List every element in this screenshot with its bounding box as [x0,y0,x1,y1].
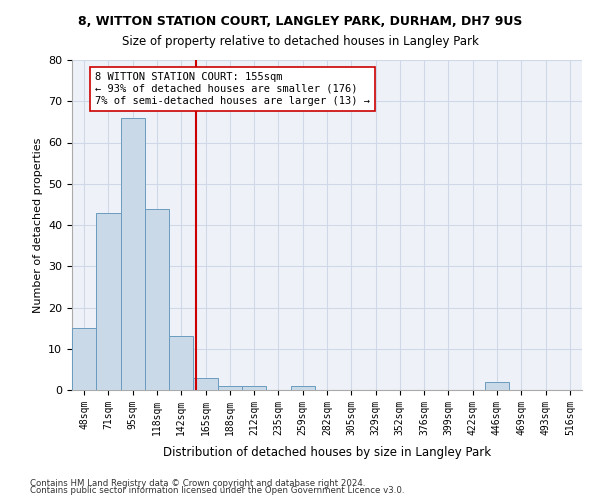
Bar [193,378,218,390]
Text: Contains HM Land Registry data © Crown copyright and database right 2024.: Contains HM Land Registry data © Crown c… [30,478,365,488]
X-axis label: Distribution of detached houses by size in Langley Park: Distribution of detached houses by size … [163,446,491,459]
Bar [169,336,193,390]
Bar [72,328,96,390]
Bar [485,382,509,390]
Y-axis label: Number of detached properties: Number of detached properties [32,138,43,312]
Bar [218,386,242,390]
Bar [290,386,315,390]
Text: 8, WITTON STATION COURT, LANGLEY PARK, DURHAM, DH7 9US: 8, WITTON STATION COURT, LANGLEY PARK, D… [78,15,522,28]
Bar [96,212,121,390]
Text: Size of property relative to detached houses in Langley Park: Size of property relative to detached ho… [122,35,478,48]
Text: 8 WITTON STATION COURT: 155sqm
← 93% of detached houses are smaller (176)
7% of : 8 WITTON STATION COURT: 155sqm ← 93% of … [95,72,370,106]
Bar [242,386,266,390]
Text: Contains public sector information licensed under the Open Government Licence v3: Contains public sector information licen… [30,486,404,495]
Bar [121,118,145,390]
Bar [145,208,169,390]
